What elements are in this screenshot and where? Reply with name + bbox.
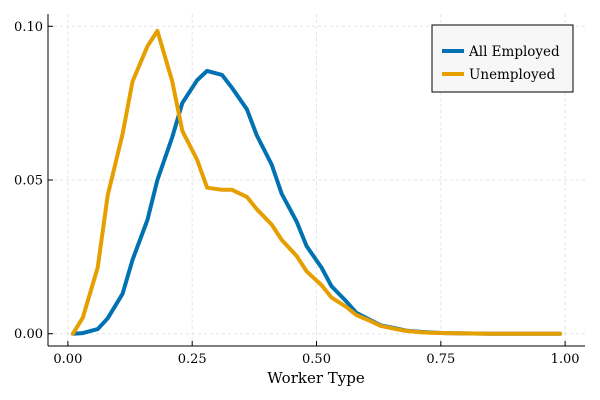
tick-marks: 0.00 0.25 0.50 0.75 1.00 0.00 0.05 0.10 xyxy=(14,20,580,367)
y-tick-label: 0.10 xyxy=(14,20,43,35)
x-tick-label: 0.50 xyxy=(302,352,331,367)
x-tick-label: 0.25 xyxy=(178,352,207,367)
series-lines xyxy=(70,28,563,336)
legend-label-all-employed: All Employed xyxy=(468,44,560,60)
x-tick-label: 0.00 xyxy=(53,352,82,367)
legend-label-unemployed: Unemployed xyxy=(469,67,556,83)
x-axis-label: Worker Type xyxy=(267,369,365,387)
x-tick-label: 1.00 xyxy=(551,352,580,367)
legend-box xyxy=(431,24,574,93)
legend: All Employed Unemployed xyxy=(431,24,574,93)
y-tick-label: 0.00 xyxy=(14,327,43,342)
series-line-unemployed xyxy=(70,28,563,336)
x-tick-label: 0.75 xyxy=(426,352,455,367)
y-tick-label: 0.05 xyxy=(14,174,43,189)
